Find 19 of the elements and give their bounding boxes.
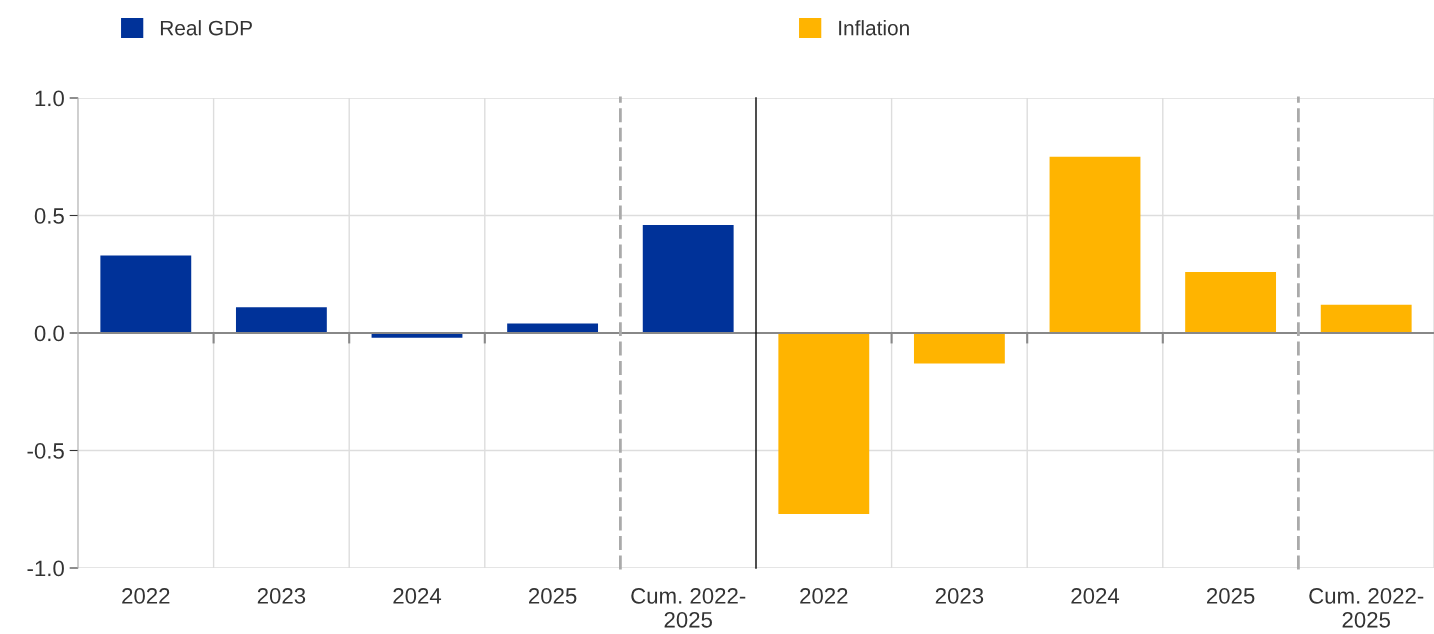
- x-tick-label: 2024: [393, 588, 442, 604]
- x-tick-label: Cum. 2022- 2025: [1309, 588, 1424, 628]
- x-tick-label: 2023: [935, 588, 984, 604]
- x-tick-label: 2023: [257, 588, 306, 604]
- x-tick-label: 2022: [800, 588, 848, 604]
- x-tick-label: 2024: [1071, 588, 1120, 604]
- y-tick-label: 0.0: [34, 325, 64, 342]
- y-tick-label: -1.0: [27, 560, 64, 577]
- y-tick-label: 0.5: [34, 208, 64, 224]
- x-tick-label: Cum. 2022- 2025: [631, 588, 746, 628]
- legend-label: Real GDP: [160, 20, 252, 36]
- legend-label: Inflation: [839, 20, 909, 36]
- y-tick-label: 1.0: [35, 90, 64, 107]
- x-tick-label: 2022: [122, 588, 170, 604]
- bar: [100, 255, 192, 333]
- y-tick-label: -0.5: [27, 443, 64, 459]
- x-tick-label: 2025: [529, 588, 577, 604]
- bar: [235, 307, 327, 333]
- x-tick-label: 2025: [1207, 588, 1255, 604]
